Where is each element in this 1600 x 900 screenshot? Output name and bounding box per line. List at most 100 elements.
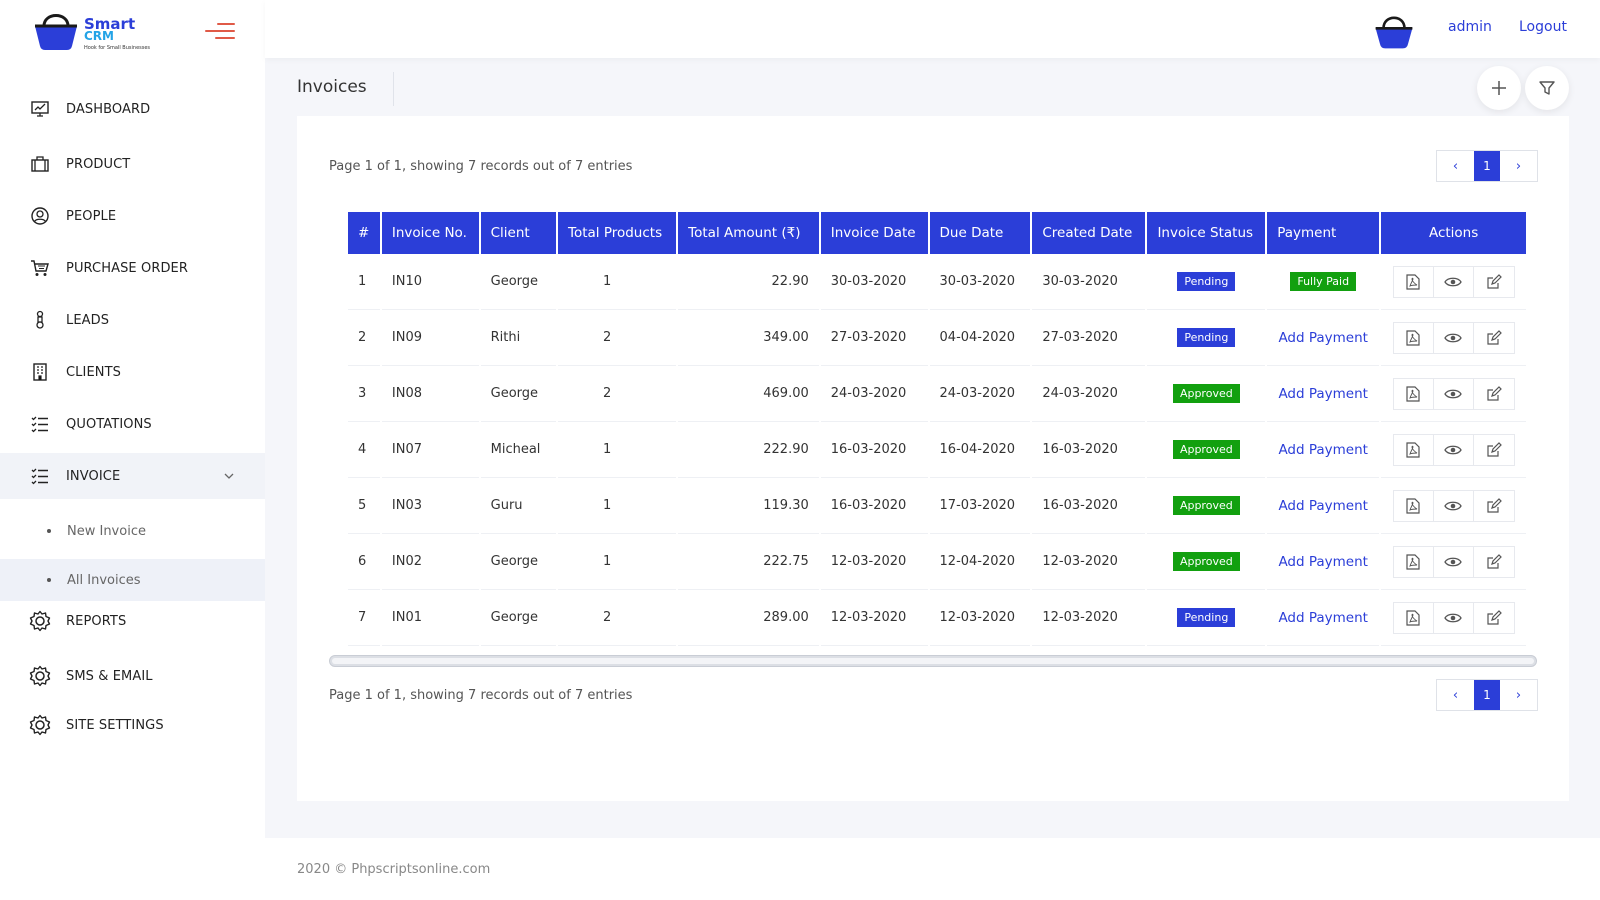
row-actions [1392, 265, 1515, 298]
table-row: 6 IN02 George 1 222.75 12-03-2020 12-04-2020 12… [348, 534, 1526, 590]
view-invoice-button[interactable] [1434, 602, 1474, 633]
column-header[interactable]: Payment [1267, 212, 1380, 254]
sidebar-item-leads[interactable]: LEADS [0, 297, 265, 343]
invoice-number: IN01 [381, 590, 479, 646]
next-page-button[interactable]: › [1515, 158, 1522, 174]
edit-invoice-button[interactable] [1474, 603, 1514, 633]
sidebar-item-product[interactable]: PRODUCT [0, 141, 265, 187]
total-products: 1 [558, 534, 677, 590]
add-payment-link[interactable]: Add Payment [1278, 441, 1368, 458]
sidebar-item-clients[interactable]: CLIENTS [0, 349, 265, 395]
prev-page-button[interactable]: ‹ [1452, 158, 1459, 174]
add-payment-link[interactable]: Add Payment [1278, 609, 1368, 626]
add-payment-link[interactable]: Add Payment [1278, 385, 1368, 402]
invoice-date: 16-03-2020 [820, 422, 928, 478]
column-header[interactable]: Due Date [929, 212, 1031, 254]
logout-link[interactable]: Logout [1519, 19, 1567, 35]
view-invoice-button[interactable] [1434, 322, 1474, 353]
edit-invoice-button[interactable] [1474, 491, 1514, 521]
status-badge: Approved [1172, 384, 1240, 403]
page-number-button[interactable]: 1 [1474, 151, 1500, 181]
payment-cell: Add Payment [1267, 534, 1380, 590]
invoice-status-cell: Pending [1147, 254, 1266, 310]
page-number-button[interactable]: 1 [1474, 680, 1500, 710]
created-date: 27-03-2020 [1032, 310, 1146, 366]
column-header[interactable]: Invoice No. [381, 212, 479, 254]
sidebar-item-invoice[interactable]: INVOICE [0, 453, 265, 499]
total-products: 1 [558, 478, 677, 534]
pdf-icon [1406, 329, 1420, 346]
filter-button[interactable] [1525, 66, 1569, 110]
column-header[interactable]: Created Date [1032, 212, 1146, 254]
prev-page-button[interactable]: ‹ [1452, 687, 1459, 703]
view-invoice-button[interactable] [1434, 490, 1474, 521]
row-index: 3 [348, 366, 380, 422]
invoices-table: # Invoice No. Client Total Products Total Am… [346, 212, 1528, 646]
menu-toggle-icon[interactable] [205, 20, 235, 42]
sidebar-subitem-all-invoices[interactable]: All Invoices [0, 559, 265, 601]
add-payment-link[interactable]: Add Payment [1278, 329, 1368, 346]
add-payment-link[interactable]: Add Payment [1278, 553, 1368, 570]
payment-cell: Add Payment [1267, 590, 1380, 646]
user-avatar-icon[interactable] [1372, 9, 1416, 51]
table-row: 7 IN01 George 2 289.00 12-03-2020 12-03-2020 12… [348, 590, 1526, 646]
actions-cell [1381, 310, 1526, 366]
eye-icon [1444, 445, 1462, 454]
brand-logo[interactable]: Smart CRM Hook for Small Businesses [32, 6, 172, 56]
download-pdf-button[interactable] [1394, 490, 1434, 521]
invoice-date: 12-03-2020 [820, 590, 928, 646]
column-header[interactable]: Invoice Status [1147, 212, 1266, 254]
download-pdf-button[interactable] [1394, 546, 1434, 577]
sidebar-item-sms-email[interactable]: SMS & EMAIL [0, 653, 265, 699]
eye-icon [1444, 389, 1462, 398]
download-pdf-button[interactable] [1394, 602, 1434, 633]
add-invoice-button[interactable] [1477, 66, 1521, 110]
invoice-date: 30-03-2020 [820, 254, 928, 310]
edit-invoice-button[interactable] [1474, 547, 1514, 577]
horizontal-scrollbar[interactable] [329, 655, 1537, 667]
basket-logo-icon [35, 14, 77, 50]
view-invoice-button[interactable] [1434, 546, 1474, 577]
pdf-icon [1406, 441, 1420, 458]
plus-icon [1492, 81, 1506, 95]
view-invoice-button[interactable] [1434, 266, 1474, 297]
cart-icon [29, 257, 51, 279]
created-date: 12-03-2020 [1032, 534, 1146, 590]
due-date: 24-03-2020 [929, 366, 1031, 422]
column-header[interactable]: # [348, 212, 380, 254]
sidebar-item-site-settings[interactable]: SITE SETTINGS [0, 702, 265, 748]
sidebar-subitem-new-invoice[interactable]: New Invoice [0, 510, 265, 552]
download-pdf-button[interactable] [1394, 378, 1434, 409]
sidebar-item-label: DASHBOARD [66, 101, 151, 117]
total-amount: 222.75 [678, 534, 819, 590]
pagination-top: ‹ 1 › [1436, 150, 1538, 182]
sidebar-item-people[interactable]: PEOPLE [0, 193, 265, 239]
view-invoice-button[interactable] [1434, 434, 1474, 465]
invoice-status-cell: Approved [1147, 534, 1266, 590]
row-actions [1392, 489, 1515, 522]
row-actions [1392, 377, 1515, 410]
sidebar-item-reports[interactable]: REPORTS [0, 598, 265, 644]
next-page-button[interactable]: › [1515, 687, 1522, 703]
download-pdf-button[interactable] [1394, 266, 1434, 297]
gear-icon [29, 665, 51, 687]
column-header[interactable]: Client [480, 212, 556, 254]
edit-invoice-button[interactable] [1474, 435, 1514, 465]
sidebar-item-quotations[interactable]: QUOTATIONS [0, 401, 265, 447]
add-payment-link[interactable]: Add Payment [1278, 497, 1368, 514]
due-date: 04-04-2020 [929, 310, 1031, 366]
column-header[interactable]: Total Amount (₹) [678, 212, 819, 254]
sidebar-item-purchase-order[interactable]: PURCHASE ORDER [0, 245, 265, 291]
sidebar-item-dashboard[interactable]: DASHBOARD [0, 86, 265, 132]
edit-invoice-button[interactable] [1474, 379, 1514, 409]
sidebar-item-label: QUOTATIONS [66, 416, 152, 432]
edit-invoice-button[interactable] [1474, 323, 1514, 353]
column-header[interactable]: Total Products [558, 212, 677, 254]
edit-invoice-button[interactable] [1474, 267, 1514, 297]
download-pdf-button[interactable] [1394, 434, 1434, 465]
column-header[interactable]: Invoice Date [820, 212, 928, 254]
column-header[interactable]: Actions [1381, 212, 1526, 254]
user-name-link[interactable]: admin [1448, 19, 1492, 35]
view-invoice-button[interactable] [1434, 378, 1474, 409]
download-pdf-button[interactable] [1394, 322, 1434, 353]
